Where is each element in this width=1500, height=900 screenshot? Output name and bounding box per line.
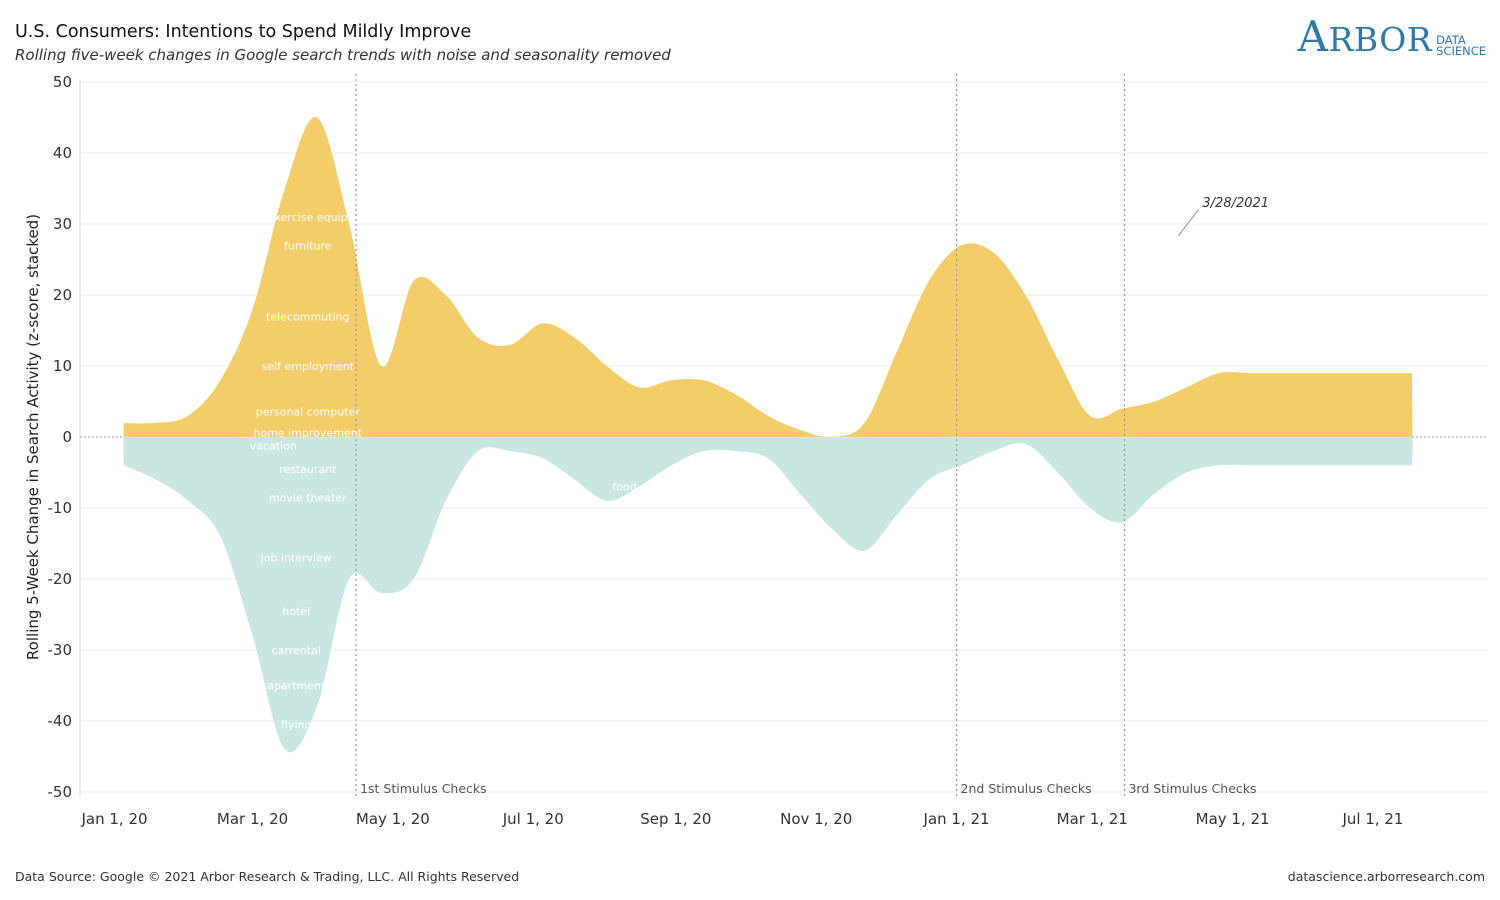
- data-source-note: Data Source: Google © 2021 Arbor Researc…: [15, 869, 520, 884]
- y-tick-label: 40: [53, 144, 72, 162]
- logo-subtitle: DATA SCIENCE: [1436, 33, 1486, 58]
- logo-sub-line1: DATA: [1436, 33, 1466, 47]
- series-label: carrental: [272, 644, 321, 657]
- series-label: telecommuting: [266, 310, 349, 323]
- x-tick-label: Jul 1, 21: [1341, 810, 1403, 828]
- x-tick-label: Mar 1, 21: [1057, 810, 1128, 828]
- logo-initial: A: [1297, 12, 1329, 61]
- y-tick-label: -50: [48, 783, 73, 801]
- annotation-label: 3/28/2021: [1202, 196, 1269, 211]
- y-tick-label: 30: [53, 215, 72, 233]
- x-tick-label: Mar 1, 20: [217, 810, 288, 828]
- y-axis-label: Rolling 5-Week Change in Search Activity…: [24, 214, 42, 660]
- logo-wordmark: ARBOR: [1298, 16, 1432, 61]
- annotation-leader-line: [1178, 209, 1199, 237]
- series-label: job interview: [260, 552, 332, 565]
- y-tick-label: -10: [48, 499, 73, 517]
- series-label: vacation: [250, 440, 297, 453]
- series-label: flying: [281, 719, 311, 732]
- series-label: home improvement: [254, 427, 363, 440]
- y-tick-label: 10: [53, 357, 72, 375]
- y-tick-label: 50: [53, 73, 72, 91]
- arbor-data-science-logo: ARBOR DATA SCIENCE: [1298, 16, 1486, 61]
- series-labels: exercise equip furniture telecommuting self…: [250, 211, 685, 732]
- y-tick-label: -40: [48, 712, 73, 730]
- reference-lines: 1st Stimulus Checks 2nd Stimulus Checks 3r…: [355, 74, 1269, 797]
- stimulus-reference-label: 2nd Stimulus Checks: [961, 781, 1092, 796]
- logo-sub-line2: SCIENCE: [1436, 44, 1486, 58]
- series-label: apartment: [267, 680, 326, 693]
- y-tick-label: 0: [62, 428, 72, 446]
- x-tick-label: May 1, 20: [356, 810, 430, 828]
- series-label: exercise equip: [268, 211, 348, 224]
- y-tick-label: -30: [48, 641, 73, 659]
- chart-title: U.S. Consumers: Intentions to Spend Mild…: [15, 22, 472, 42]
- series-label: food delivery: [612, 481, 684, 494]
- area-exercise-equip: [123, 116, 1413, 438]
- series-label: self employment: [262, 360, 355, 373]
- y-tick-label: 20: [53, 286, 72, 304]
- series-label: furniture: [284, 239, 332, 252]
- series-label: personal computer: [256, 405, 361, 418]
- area-vacation: [123, 436, 1413, 753]
- x-tick-label: Jul 1, 20: [502, 810, 564, 828]
- stream-areas: [123, 116, 1413, 753]
- axes: 50 40 30 20 10 0 -10 -20 -30 -40 -50 Jan 1, 20 Mar 1…: [48, 73, 1404, 828]
- x-tick-label: Sep 1, 20: [640, 810, 711, 828]
- x-tick-label: Jan 1, 20: [80, 810, 147, 828]
- x-tick-label: Nov 1, 20: [780, 810, 852, 828]
- chart-subtitle: Rolling five-week changes in Google sear…: [15, 46, 671, 64]
- website-url[interactable]: datascience.arborresearch.com: [1287, 869, 1485, 884]
- series-label: restaurant: [279, 463, 337, 476]
- y-tick-label: -20: [48, 570, 73, 588]
- x-tick-label: May 1, 21: [1196, 810, 1270, 828]
- series-label: movie theater: [269, 491, 347, 504]
- series-label: hotel: [282, 605, 310, 618]
- stimulus-reference-label: 1st Stimulus Checks: [360, 781, 487, 796]
- stimulus-reference-label: 3rd Stimulus Checks: [1128, 781, 1256, 796]
- logo-rest: RBOR: [1328, 20, 1433, 59]
- x-tick-label: Jan 1, 21: [923, 810, 990, 828]
